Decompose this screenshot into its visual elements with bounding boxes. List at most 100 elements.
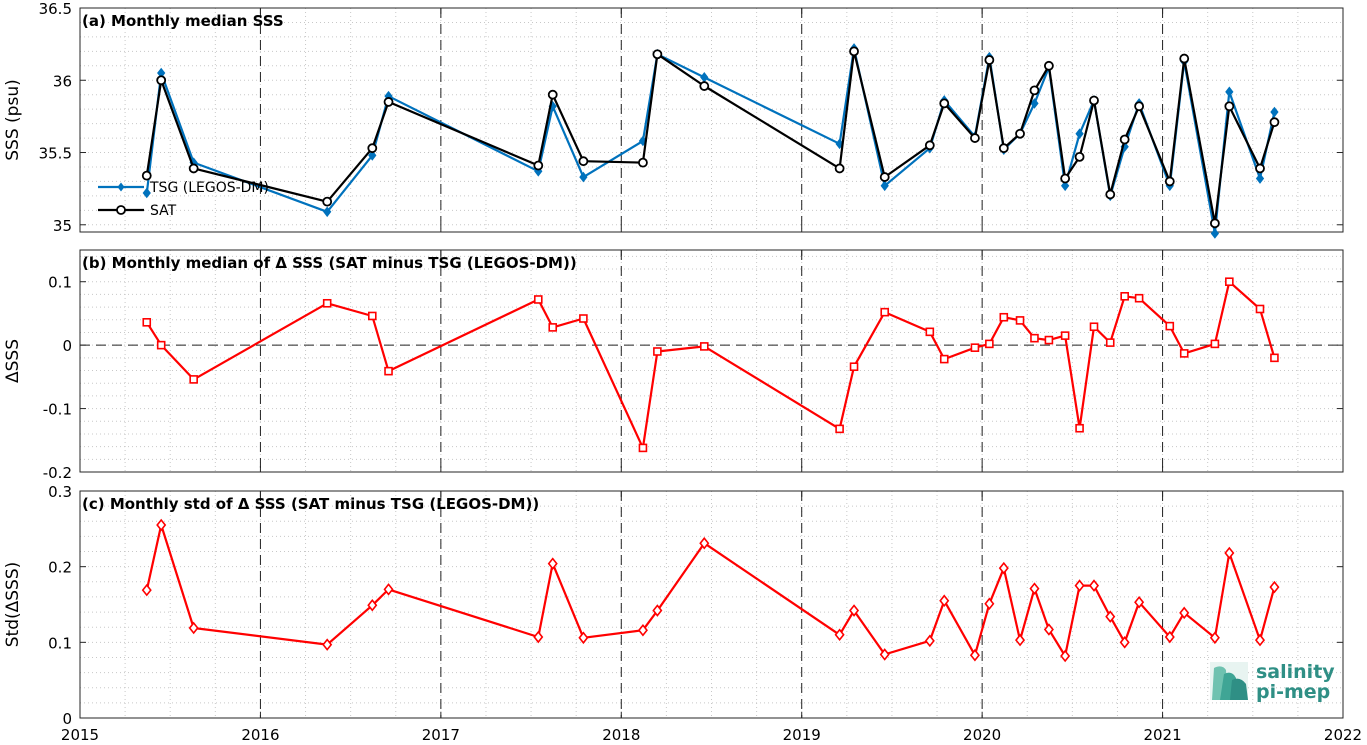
data-point <box>1164 176 1175 187</box>
data-point <box>383 97 394 107</box>
data-point <box>141 583 152 597</box>
series-2 <box>141 46 1280 229</box>
data-point <box>834 163 845 174</box>
series-1 <box>142 277 1279 453</box>
data-point <box>924 140 935 151</box>
data-point <box>970 343 980 352</box>
data-point <box>188 163 199 174</box>
data-point <box>1015 633 1026 647</box>
y-tick-label: -0.1 <box>43 401 72 419</box>
data-point <box>322 298 332 308</box>
data-point <box>1269 117 1280 128</box>
data-point <box>189 375 198 384</box>
data-point <box>849 46 859 57</box>
y-tick-label: 0.1 <box>48 634 72 652</box>
data-point <box>849 604 860 617</box>
data-point <box>1255 173 1265 184</box>
data-point <box>835 424 844 434</box>
data-point <box>1270 106 1279 118</box>
data-point <box>1255 163 1265 174</box>
data-point <box>142 187 151 199</box>
data-point <box>879 172 890 182</box>
data-point <box>1088 579 1100 592</box>
data-point <box>156 75 167 86</box>
data-point <box>652 49 663 60</box>
data-point <box>1269 580 1280 594</box>
data-point <box>1060 649 1071 663</box>
y-tick-label: 35.5 <box>39 145 72 163</box>
logo-text-line1: salinity <box>1256 661 1335 683</box>
data-point <box>142 318 152 327</box>
data-point <box>1061 180 1070 192</box>
data-point <box>368 150 377 161</box>
data-point <box>1044 335 1054 345</box>
data-point <box>1119 636 1130 649</box>
data-point <box>323 206 332 218</box>
data-point <box>849 362 859 372</box>
data-point <box>367 598 378 612</box>
y-tick-label: 0.3 <box>48 483 72 501</box>
data-point <box>533 630 544 644</box>
legend-label: SAT <box>150 203 177 219</box>
data-point <box>699 536 710 550</box>
data-point <box>1209 631 1220 645</box>
panel-2: -0.2 -0.1 0 0.1 ΔSSS (b) Monthly median of Δ … <box>3 249 1344 482</box>
data-point <box>1105 338 1115 347</box>
panel-3: 0 0.1 0.2 0.3 2015 2016 2017 2018 2019 2020 2021 20… <box>3 483 1362 744</box>
y-tick-label: 0.2 <box>48 559 72 577</box>
data-point <box>367 311 377 321</box>
data-point <box>384 366 393 376</box>
data-point <box>1225 277 1234 287</box>
data-point <box>322 638 333 651</box>
y-axis-label: ΔSSS <box>3 339 23 383</box>
y-tick-label: 36.5 <box>39 0 72 18</box>
y-tick-label: 0.1 <box>48 274 72 292</box>
data-point <box>939 354 949 364</box>
data-point <box>1074 151 1085 162</box>
data-point <box>1210 339 1220 349</box>
data-point <box>1179 53 1190 64</box>
data-point <box>1089 322 1099 332</box>
axes-box <box>79 249 1344 473</box>
data-point <box>533 295 543 304</box>
data-point <box>1075 128 1084 140</box>
legend-label: TSG (LEGOS-DM) <box>149 180 269 196</box>
y-tick-label: 35 <box>53 217 72 235</box>
y-axis-label: Std(ΔSSS) <box>3 562 23 648</box>
data-point <box>1164 630 1175 644</box>
data-point <box>1270 353 1279 363</box>
data-point <box>880 307 890 317</box>
data-point <box>1179 349 1189 358</box>
x-tick-label: 2019 <box>783 726 821 744</box>
data-point <box>984 55 995 65</box>
data-point <box>638 443 648 453</box>
y-axis-label: SSS (psu) <box>3 79 23 160</box>
data-point <box>1224 101 1235 112</box>
data-point <box>1015 128 1025 139</box>
data-point <box>1074 579 1085 592</box>
data-point <box>1029 85 1040 96</box>
data-point <box>653 347 662 356</box>
panels: 35 35.5 36 36.5 SSS (psu) (a) Monthly median … <box>3 0 1362 744</box>
data-point <box>1029 582 1040 595</box>
data-point <box>924 634 935 648</box>
data-point <box>969 648 980 662</box>
panel-title: (c) Monthly std of Δ SSS (SAT minus TSG … <box>82 495 539 513</box>
data-point <box>699 81 710 91</box>
data-point <box>322 196 333 207</box>
x-tick-label: 2020 <box>963 726 1001 744</box>
data-point <box>1134 595 1145 609</box>
panel-title: (b) Monthly median of Δ SSS (SAT minus T… <box>82 254 577 272</box>
data-point <box>1060 173 1071 184</box>
x-tick-label: 2018 <box>602 726 640 744</box>
panel-title: (a) Monthly median SSS <box>82 12 284 30</box>
x-tick-label: 2016 <box>241 726 279 744</box>
data-point <box>985 339 994 349</box>
data-point <box>1030 333 1039 343</box>
axes-box <box>79 490 1344 719</box>
data-point <box>637 623 648 637</box>
data-point <box>1134 293 1144 303</box>
data-point <box>578 156 589 167</box>
data-point <box>880 180 889 192</box>
